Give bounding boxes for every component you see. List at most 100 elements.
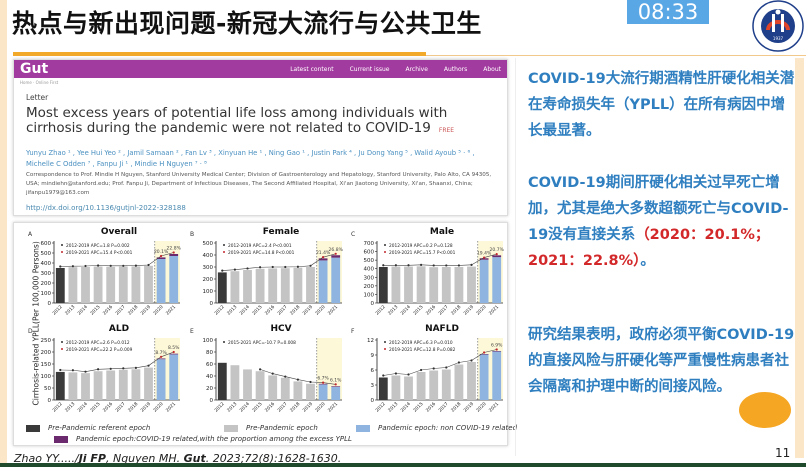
summary-panel: COVID-19大流行期酒精性肝硬化相关潜在寿命损失年（YPLL）在所有病因中增…: [515, 58, 795, 456]
percent-label: 20.7%: [490, 247, 505, 253]
x-tick-label: 2015: [412, 304, 424, 316]
x-tick-label: 2020: [314, 304, 326, 316]
bar-covid-2020: [318, 383, 328, 385]
y-tick-label: 20: [206, 386, 213, 392]
page-number: 11: [775, 446, 791, 460]
bar-2012: [378, 377, 388, 400]
bar-2018: [454, 267, 464, 303]
x-tick-label: 2018: [450, 304, 462, 316]
citation-volume: . 2023;72(8):1628-1630.: [205, 452, 342, 465]
x-tick-label: 2016: [425, 304, 437, 316]
x-tick-label: 2018: [289, 401, 301, 413]
doi-link[interactable]: http://dx.doi.org/10.1136/gutjnl-2022-32…: [26, 204, 186, 212]
nav-authors[interactable]: Authors: [443, 65, 468, 73]
trend-legend-label: 2019-2021 APC=14.8 P<0.001: [228, 250, 295, 256]
nav-about[interactable]: About: [483, 65, 501, 73]
x-tick-label: 2019: [140, 401, 152, 413]
trend-point: [296, 378, 299, 381]
trend-point: [284, 375, 287, 378]
right-edge-decoration: [795, 58, 804, 458]
trend-point: [495, 348, 498, 351]
bar-covid-2021: [492, 255, 502, 258]
x-tick-label: 2021: [488, 401, 500, 413]
breadcrumb[interactable]: Home · Online First: [20, 80, 59, 85]
bar-2014: [81, 373, 90, 400]
chart-nafld: F NAFLD 0 3 6 9 12 2012 2013 2014 2015 2016 2017 2018…: [347, 320, 509, 418]
y-tick-label: 50: [44, 386, 51, 392]
x-tick-label: 2017: [437, 304, 449, 316]
trend-point: [407, 373, 410, 376]
y-tick-label: 100: [41, 374, 52, 380]
y-tick-label: 6: [371, 368, 375, 374]
summary-end: 。: [640, 253, 655, 269]
x-tick-label: 2015: [89, 304, 101, 316]
x-tick-label: 2014: [77, 304, 89, 316]
legend-marker: [61, 244, 63, 246]
y-tick-label: 600: [364, 250, 375, 256]
trend-point: [160, 254, 163, 258]
university-logo: 1937: [752, 0, 804, 52]
article-title-text: Most excess years of potential life loss…: [26, 105, 448, 136]
trend-point: [59, 265, 62, 268]
bar-2012: [217, 362, 227, 400]
x-tick-label: 2013: [387, 304, 399, 316]
bar-2016: [429, 370, 439, 400]
chart-ald: D ALD 0 50 100 150 200 250 2012 2013 2014 2015 2016 2…: [24, 320, 186, 418]
bar-2013: [230, 271, 240, 303]
x-tick-label: 2020: [475, 304, 487, 316]
left-edge-decoration: [0, 0, 7, 467]
trend-legend-label: 2012-2019 APC=2.6 P=0.012: [66, 340, 130, 346]
trend-point: [470, 359, 473, 362]
y-tick-label: 500: [41, 251, 52, 257]
x-tick-label: 2012: [374, 401, 386, 413]
y-tick-label: 250: [41, 338, 52, 344]
nav-current-issue[interactable]: Current issue: [349, 65, 390, 73]
nav-archive[interactable]: Archive: [405, 65, 428, 73]
x-tick-label: 2015: [251, 304, 263, 316]
x-tick-label: 2017: [437, 401, 449, 413]
y-tick-label: 100: [41, 291, 52, 297]
trend-point: [445, 264, 448, 267]
bar-covid-2020: [156, 358, 166, 360]
percent-label: 20.1%: [154, 249, 169, 255]
trend-point: [457, 361, 460, 364]
x-tick-label: 2013: [226, 401, 238, 413]
trend-point: [420, 263, 423, 266]
x-tick-label: 2021: [488, 304, 500, 316]
bar-2014: [81, 267, 90, 303]
y-tick-label: 150: [41, 362, 52, 368]
nav-latest-content[interactable]: Latest content: [290, 65, 334, 73]
trend-point: [271, 265, 274, 269]
trend-legend-label: 2019-2021 APC=22.2 P=0.009: [66, 347, 133, 353]
bar-2018: [293, 267, 303, 303]
x-tick-label: 2018: [289, 304, 301, 316]
y-tick-label: 60: [206, 362, 213, 368]
trend-point: [432, 264, 435, 267]
trend-point: [59, 368, 62, 372]
author-list[interactable]: Yunyu Zhao ¹ , Yee Hui Yeo ² , Jamil Sam…: [26, 149, 475, 168]
bar-2021: [492, 351, 502, 400]
y-tick-label: 500: [203, 241, 214, 247]
trend-point: [221, 269, 224, 272]
citation-author-bold: Ji FP: [78, 452, 106, 465]
bar-2013: [68, 372, 78, 400]
percent-label: 21.4%: [316, 250, 331, 256]
trend-legend-label: 2012-2019 APC=2.4 P<0.001: [228, 243, 292, 249]
panel-letter: A: [28, 231, 33, 238]
x-tick-label: 2015: [251, 401, 263, 413]
trend-point: [382, 374, 385, 377]
x-tick-label: 2013: [64, 304, 76, 316]
x-tick-label: 2021: [165, 304, 177, 316]
panel-letter: D: [28, 328, 33, 335]
y-tick-label: 400: [203, 253, 214, 259]
trend-point: [84, 370, 87, 373]
percent-label: 8.5%: [168, 345, 180, 351]
y-tick-label: 0: [48, 301, 52, 307]
x-tick-label: 2012: [213, 304, 225, 316]
bar-2019: [467, 266, 476, 303]
bar-2018: [293, 381, 303, 400]
bar-covid-2020: [479, 354, 489, 355]
slide-title: 热点与新出现问题-新冠大流行与公共卫生: [12, 9, 482, 38]
trend-point: [233, 268, 236, 271]
y-tick-label: 300: [364, 275, 375, 281]
